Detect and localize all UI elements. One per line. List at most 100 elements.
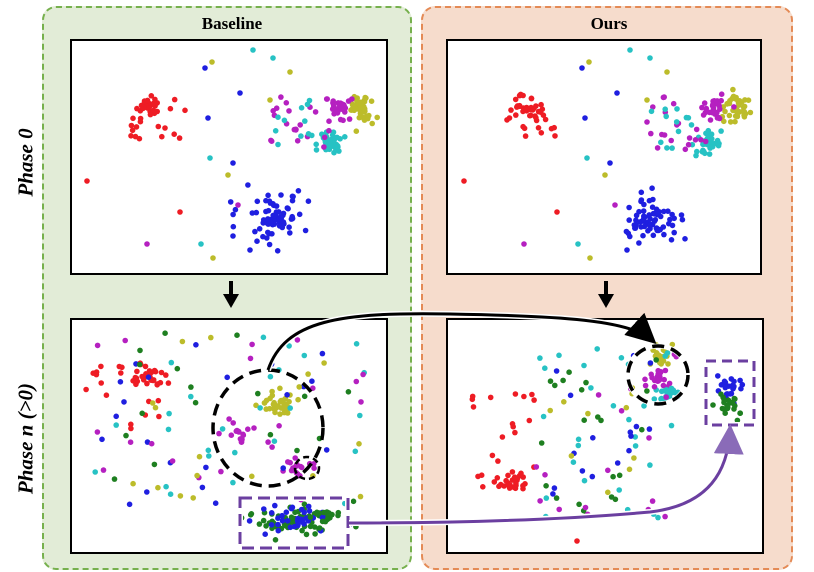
green-point: [324, 516, 331, 523]
blue-point: [589, 473, 596, 480]
red-point: [499, 434, 506, 440]
ours-title: Ours: [590, 14, 628, 33]
red-point: [118, 370, 124, 376]
green-point: [335, 509, 342, 516]
red-point: [517, 91, 524, 98]
green-point: [610, 473, 616, 480]
blue-point: [247, 247, 253, 253]
red-point: [103, 392, 110, 399]
green-point: [263, 523, 269, 529]
magenta-point: [358, 399, 364, 405]
green-point: [721, 399, 727, 406]
magenta-point: [693, 126, 700, 133]
magenta-point: [706, 109, 713, 116]
magenta-point: [642, 376, 648, 383]
red-point: [144, 380, 150, 387]
olive-point: [271, 405, 277, 412]
blue-point: [646, 426, 653, 432]
red-point: [137, 118, 144, 125]
olive-point: [547, 407, 553, 414]
cyan-point: [298, 133, 304, 139]
cyan-point: [353, 341, 360, 347]
blue-point: [641, 201, 647, 208]
down-arrow-head: [223, 294, 239, 308]
blue-point: [296, 211, 303, 218]
cyan-point: [575, 241, 581, 247]
red-point: [552, 133, 558, 139]
magenta-point: [239, 436, 245, 443]
cyan-point: [275, 141, 281, 148]
cyan-point: [188, 393, 194, 400]
magenta-point: [235, 202, 241, 208]
olive-point: [286, 398, 292, 405]
red-point: [461, 178, 467, 184]
cyan-point: [669, 145, 675, 151]
red-point: [489, 452, 496, 459]
blue-point: [671, 215, 677, 222]
blue-point: [230, 160, 236, 166]
magenta-point: [326, 127, 332, 134]
magenta-point: [537, 498, 543, 504]
blue-point: [145, 374, 152, 381]
blue-point: [668, 237, 675, 243]
green-point: [644, 388, 650, 394]
blue-point: [289, 215, 296, 222]
blue-point: [254, 238, 260, 244]
magenta-point: [655, 367, 661, 374]
cyan-point: [230, 479, 236, 486]
red-point: [538, 130, 545, 136]
blue-point: [319, 350, 326, 357]
olive-point: [280, 404, 286, 411]
olive-point: [280, 397, 286, 404]
green-point: [345, 389, 352, 395]
olive-point: [209, 59, 215, 65]
blue-point: [647, 360, 654, 366]
cyan-point: [712, 140, 718, 147]
magenta-point: [731, 104, 737, 110]
blue-point: [607, 160, 613, 166]
cyan-point: [305, 131, 312, 137]
olive-point: [734, 113, 741, 120]
cyan-point: [670, 387, 677, 394]
cyan-point: [540, 413, 547, 420]
blue-point: [199, 484, 206, 491]
cyan-point: [626, 416, 632, 423]
cyan-point: [334, 134, 340, 141]
red-point: [522, 106, 529, 112]
red-point: [528, 112, 534, 119]
blue-point: [638, 224, 644, 230]
cyan-point: [313, 147, 320, 153]
magenta-point: [349, 96, 355, 102]
magenta-point: [228, 432, 235, 439]
magenta-point: [216, 430, 222, 437]
green-point: [292, 509, 298, 516]
green-point: [260, 517, 267, 524]
blue-point: [671, 229, 677, 236]
cyan-point: [275, 114, 281, 120]
magenta-point: [311, 465, 317, 472]
red-point: [165, 380, 172, 386]
magenta-point: [646, 435, 652, 441]
green-point: [319, 518, 326, 525]
magenta-point: [240, 432, 247, 439]
olive-point: [623, 404, 630, 411]
magenta-point: [542, 472, 548, 478]
blue-point: [731, 378, 737, 385]
red-point: [522, 133, 529, 139]
blue-point: [268, 510, 275, 516]
cyan-point: [655, 514, 661, 521]
blue-point: [289, 197, 296, 204]
blue-point: [679, 216, 686, 223]
olive-point: [747, 109, 754, 116]
blue-point: [306, 508, 313, 514]
green-point: [234, 332, 240, 339]
cyan-point: [165, 426, 172, 433]
magenta-point: [331, 111, 337, 117]
magenta-point: [245, 426, 251, 433]
blue-point: [230, 233, 236, 239]
cyan-point: [329, 132, 336, 138]
cyan-point: [92, 469, 98, 475]
green-point: [137, 347, 143, 354]
magenta-point: [218, 468, 224, 475]
red-point: [128, 425, 134, 432]
